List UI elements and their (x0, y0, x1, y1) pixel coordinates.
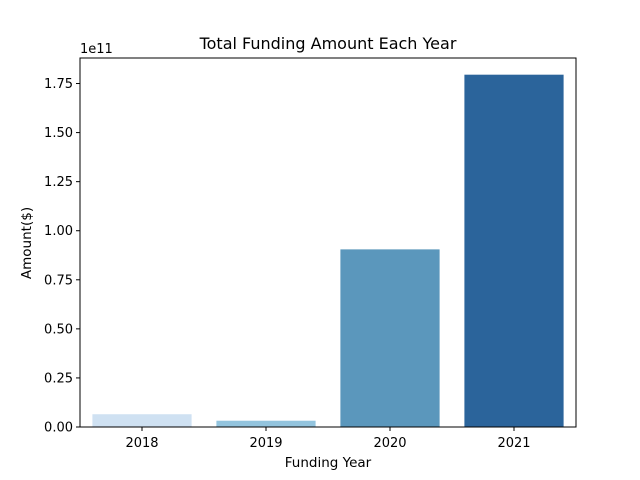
y-tick-label: 0.25 (44, 371, 73, 386)
bar-2021 (464, 74, 564, 428)
y-axis-offset-label: 1e11 (80, 42, 113, 57)
y-tick-label: 0.75 (44, 273, 73, 288)
y-tick-label: 1.75 (44, 77, 73, 92)
y-tick-label: 1.50 (44, 126, 73, 141)
bars-group (92, 74, 564, 428)
x-tick-label: 2020 (373, 436, 406, 451)
plot-frame (79, 57, 577, 428)
y-tick-label: 0.00 (44, 421, 73, 436)
y-axis-label: Amount($) (19, 207, 35, 279)
bar-2018 (92, 414, 192, 427)
y-tick-label: 1.25 (44, 175, 73, 190)
bar-2019 (216, 420, 316, 427)
x-tick-label: 2019 (249, 436, 282, 451)
x-tick-label: 2021 (497, 436, 530, 451)
x-axis-ticks: 2018 2019 2020 2021 (125, 427, 531, 451)
chart-title: Total Funding Amount Each Year (199, 34, 457, 53)
y-axis-ticks: 0.00 0.25 0.50 0.75 1.00 1.25 1.50 1.75 (44, 77, 80, 436)
x-tick-label: 2018 (125, 436, 158, 451)
bar-2020 (340, 249, 440, 427)
y-tick-label: 0.50 (44, 322, 73, 337)
x-axis-label: Funding Year (285, 455, 372, 471)
y-tick-label: 1.00 (44, 224, 73, 239)
